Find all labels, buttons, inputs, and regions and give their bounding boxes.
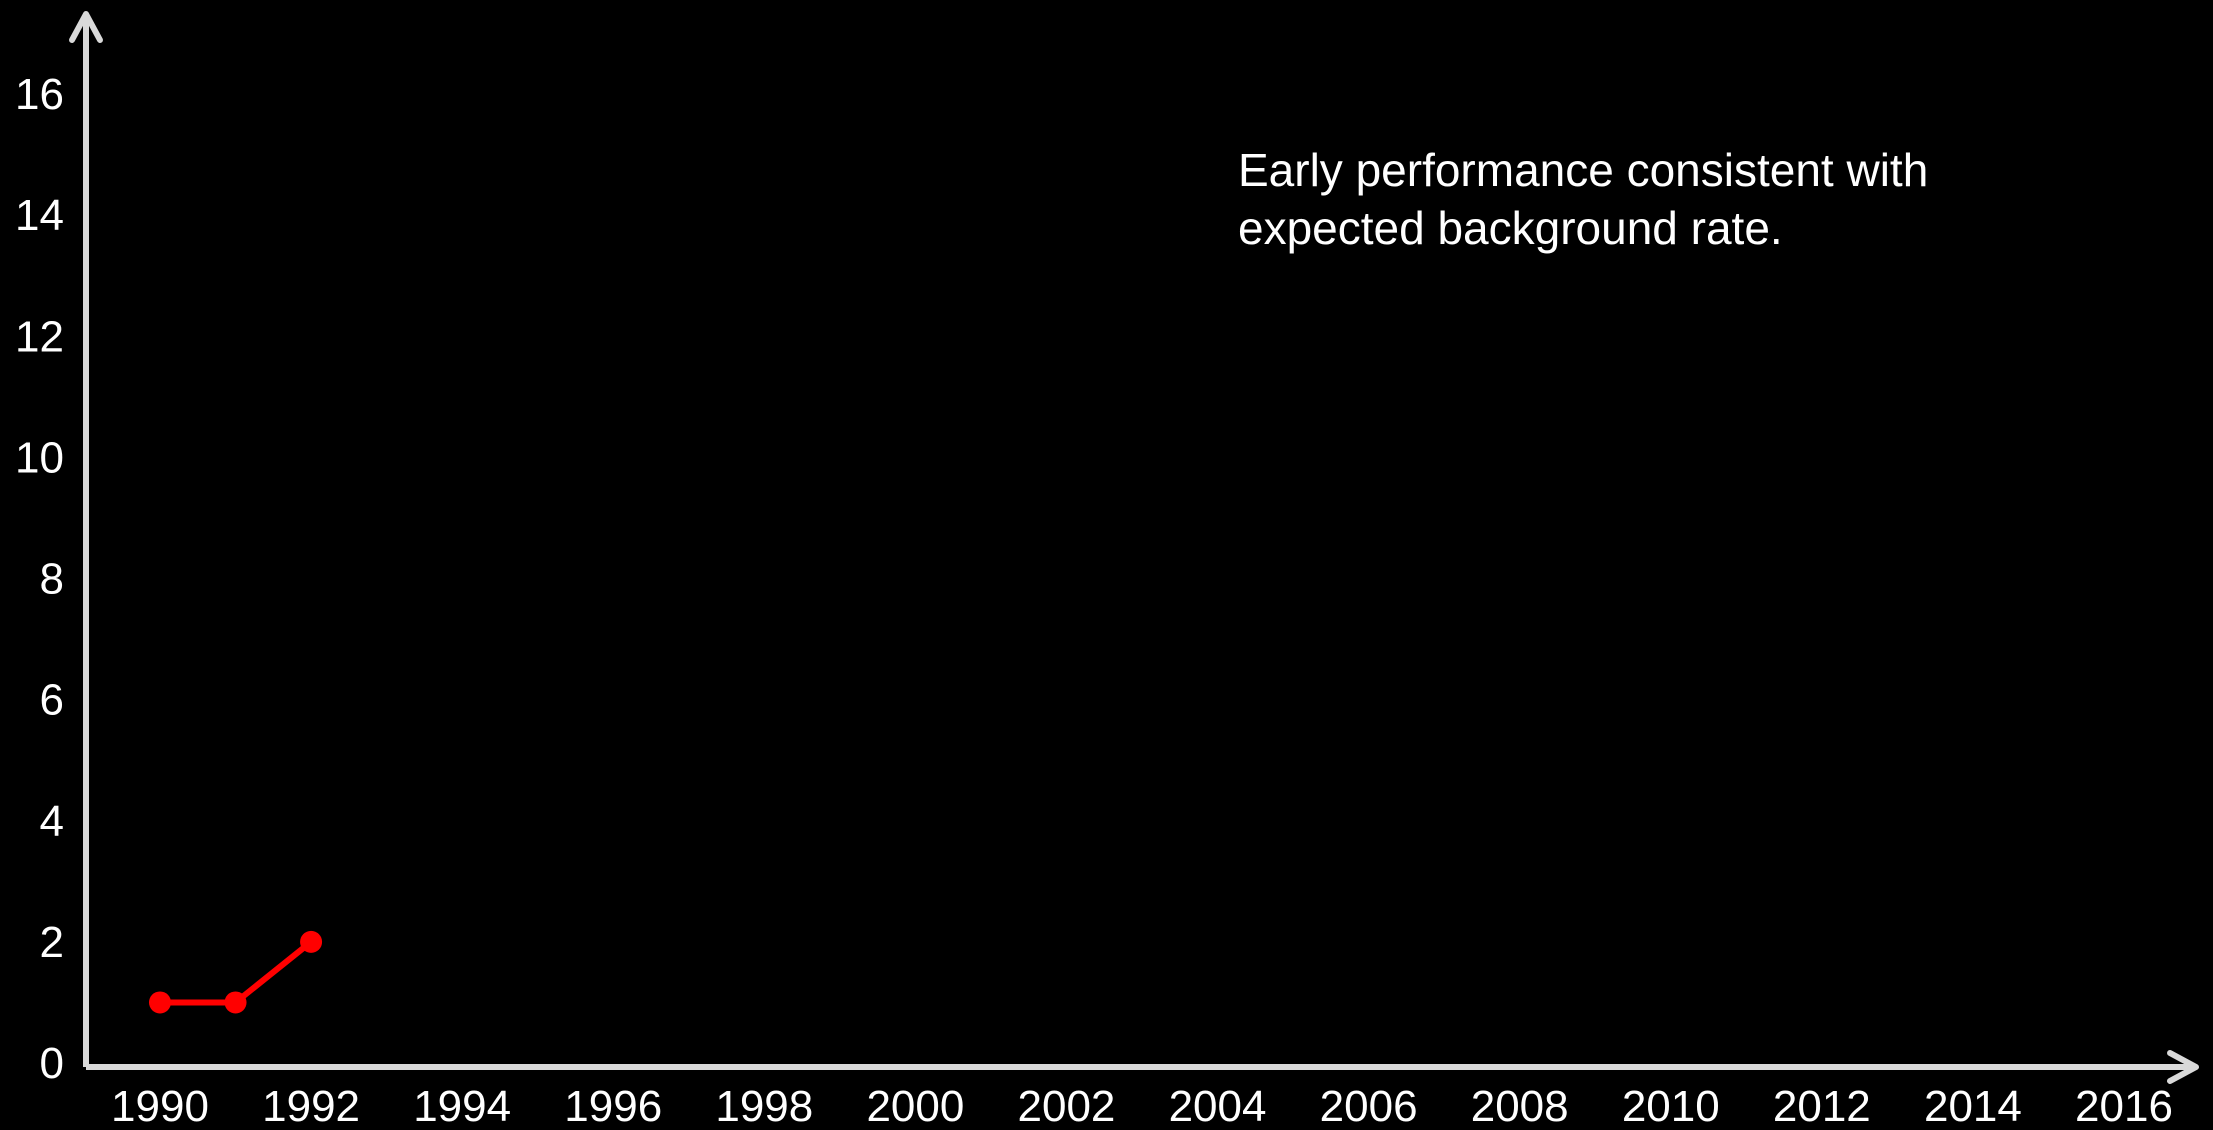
x-tick-label: 2014 — [1924, 1082, 2022, 1130]
y-tick-label: 12 — [15, 312, 64, 361]
y-axis-arrow-icon — [69, 11, 103, 43]
x-tick-label: 1992 — [262, 1082, 360, 1130]
axes — [69, 11, 2199, 1084]
x-tick-label: 1990 — [111, 1082, 209, 1130]
x-tick-label: 2004 — [1169, 1082, 1267, 1130]
x-tick-label: 2000 — [866, 1082, 964, 1130]
x-tick-labels: 1990 1992 1994 1996 1998 2000 2002 2004 2006 2008… — [111, 1082, 2173, 1130]
series-layer — [149, 930, 323, 1014]
y-tick-label: 10 — [15, 433, 64, 482]
x-tick-label: 2010 — [1622, 1082, 1720, 1130]
annotation-line-2: expected background rate. — [1238, 202, 1783, 254]
x-tick-label: 2012 — [1773, 1082, 1871, 1130]
x-tick-label: 2006 — [1320, 1082, 1418, 1130]
x-axis-arrow-icon — [2167, 1050, 2199, 1084]
x-tick-label: 1996 — [564, 1082, 662, 1130]
data-point — [224, 991, 247, 1014]
x-tick-label: 1998 — [715, 1082, 813, 1130]
x-tick-label: 2002 — [1018, 1082, 1116, 1130]
y-tick-label: 6 — [40, 676, 64, 725]
y-tick-labels: 0 2 4 6 8 10 12 14 16 — [15, 70, 64, 1088]
x-tick-label: 2016 — [2075, 1082, 2173, 1130]
y-tick-label: 14 — [15, 191, 64, 240]
annotation-text: Early performance consistent with expect… — [1238, 144, 1941, 254]
y-tick-label: 16 — [15, 70, 64, 119]
x-tick-label: 2008 — [1471, 1082, 1569, 1130]
annotation-line-1: Early performance consistent with — [1238, 144, 1928, 196]
y-tick-label: 2 — [40, 918, 64, 967]
data-point — [149, 991, 171, 1014]
y-tick-label: 0 — [40, 1039, 64, 1088]
y-tick-label: 8 — [40, 555, 64, 604]
x-tick-label: 1994 — [413, 1082, 511, 1130]
data-point — [300, 930, 323, 953]
y-tick-label: 4 — [40, 797, 64, 846]
